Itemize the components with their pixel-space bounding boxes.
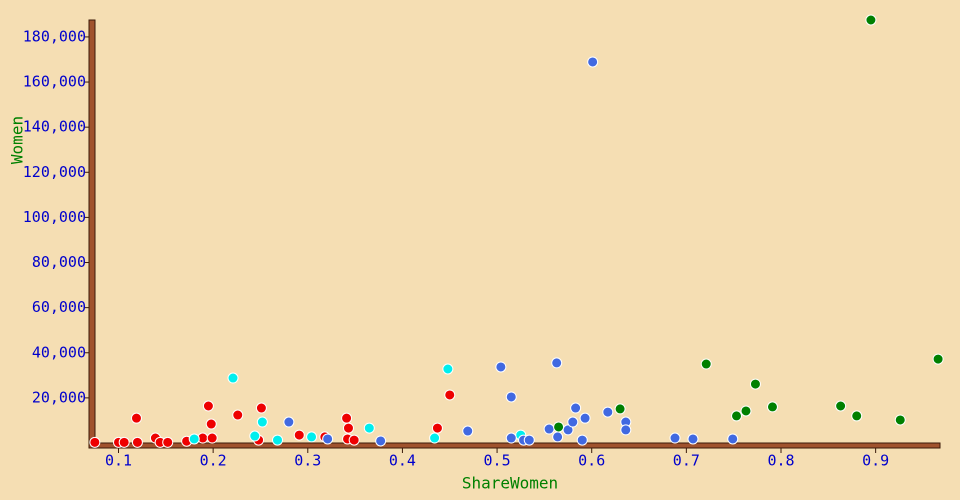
point (727, 433, 739, 445)
point (322, 433, 334, 445)
point (249, 430, 261, 442)
point (306, 431, 318, 443)
x-tick-label: 0.9 (862, 452, 889, 470)
point (206, 432, 218, 444)
point (283, 416, 295, 428)
x-tick-label: 0.2 (200, 452, 227, 470)
point (188, 433, 200, 445)
point (256, 416, 268, 428)
point (375, 435, 387, 447)
x-tick-label: 0.5 (484, 452, 511, 470)
point (363, 422, 375, 434)
point (553, 421, 565, 433)
y-tick-label: 140,000 (23, 118, 86, 136)
point (341, 412, 353, 424)
point (687, 433, 699, 445)
point (495, 361, 507, 373)
point (130, 412, 142, 424)
point (551, 357, 563, 369)
point (444, 389, 456, 401)
x-tick-label: 0.6 (578, 452, 605, 470)
point (348, 434, 360, 446)
y-tick-label: 20,000 (32, 388, 86, 406)
point (162, 436, 174, 448)
x-tick-label: 0.3 (294, 452, 321, 470)
x-tick-label: 0.7 (673, 452, 700, 470)
x-tick-label: 0.4 (389, 452, 416, 470)
point (552, 431, 564, 443)
point (523, 434, 535, 446)
point (669, 432, 681, 444)
point (89, 436, 101, 448)
point (342, 422, 354, 434)
y-axis (88, 19, 96, 449)
point (293, 429, 305, 441)
point (576, 434, 588, 446)
point (131, 436, 143, 448)
x-axis-title: ShareWomen (462, 474, 558, 493)
point (731, 410, 743, 422)
y-tick-label: 60,000 (32, 298, 86, 316)
point (932, 353, 944, 365)
x-tick-label: 0.8 (767, 452, 794, 470)
point (227, 372, 239, 384)
point (567, 416, 579, 428)
point (255, 402, 267, 414)
point (894, 414, 906, 426)
y-tick-label: 180,000 (23, 27, 86, 45)
point (620, 424, 632, 436)
point (602, 406, 614, 418)
point (570, 402, 582, 414)
point (205, 418, 217, 430)
point (579, 412, 591, 424)
point (429, 432, 441, 444)
y-tick-label: 120,000 (23, 163, 86, 181)
point (202, 400, 214, 412)
y-tick-label: 100,000 (23, 208, 86, 226)
point (431, 422, 443, 434)
point (232, 409, 244, 421)
point (865, 14, 877, 26)
point (614, 403, 626, 415)
point (766, 401, 778, 413)
x-tick-label: 0.1 (105, 452, 132, 470)
point (851, 410, 863, 422)
y-axis-title: Women (8, 116, 27, 164)
point (587, 56, 599, 68)
point (118, 436, 130, 448)
point (462, 425, 474, 437)
y-tick-label: 40,000 (32, 343, 86, 361)
point (749, 378, 761, 390)
y-tick-label: 160,000 (23, 73, 86, 91)
point (272, 434, 283, 446)
y-tick-label: 80,000 (32, 253, 86, 271)
point (505, 432, 517, 444)
point (740, 405, 752, 417)
point (700, 358, 712, 370)
point (442, 363, 454, 375)
point (543, 423, 555, 435)
x-axis (88, 442, 941, 449)
point (835, 400, 847, 412)
point (505, 391, 517, 403)
